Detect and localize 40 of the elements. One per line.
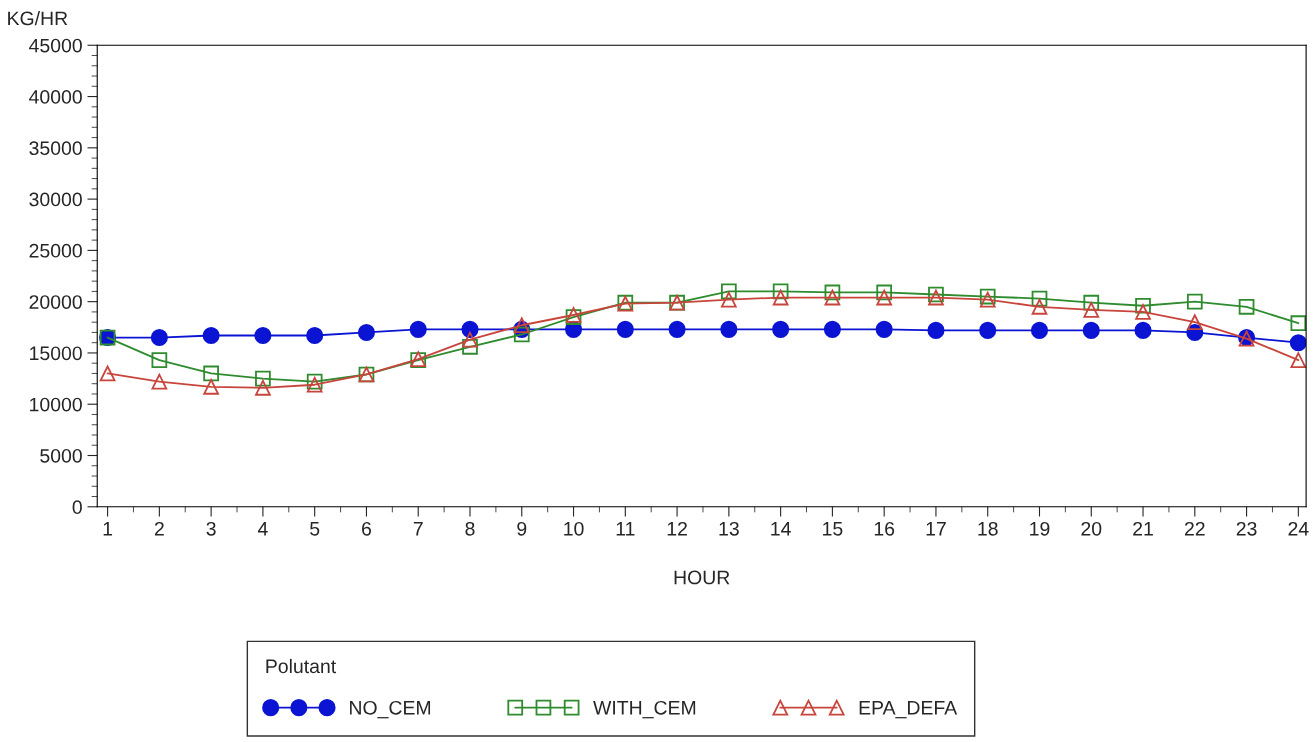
x-tick-label: 18 (978, 521, 998, 536)
x-tick-label: 15 (823, 522, 843, 536)
y-tick-label: 20000 (29, 295, 82, 309)
y-tick-label: 35000 (29, 141, 82, 156)
y-tick-label: 40000 (29, 90, 82, 104)
legend-label: WITH_CEM (593, 700, 696, 719)
x-tick-label: 14 (771, 522, 791, 536)
x-tick-label: 12 (667, 521, 687, 536)
x-tick-label: 2 (154, 521, 164, 536)
x-tick-label: 6 (362, 521, 371, 536)
x-tick-label: 8 (465, 521, 475, 536)
y-tick-label: 25000 (29, 243, 82, 258)
x-tick-label: 11 (616, 522, 635, 536)
x-tick-label: 19 (1030, 521, 1050, 536)
x-tick-label: 17 (926, 522, 946, 536)
x-tick-label: 23 (1236, 521, 1257, 536)
y-axis-title: KG/HR (8, 10, 68, 26)
y-tick-label: 45000 (29, 38, 82, 53)
x-tick-label: 1 (103, 522, 113, 536)
x-tick-label: 9 (517, 521, 527, 536)
y-tick-label: 30000 (29, 192, 82, 207)
x-tick-label: 13 (719, 521, 739, 536)
x-tick-label: 5 (310, 522, 320, 536)
legend-label: NO_CEM (350, 700, 431, 719)
y-tick-label: 5000 (40, 448, 82, 463)
x-axis-title: HOUR (674, 570, 730, 585)
x-tick-label: 22 (1184, 521, 1205, 536)
x-tick-label: 21 (1133, 521, 1153, 536)
x-tick-label: 20 (1081, 521, 1102, 536)
legend-title: Polutant (266, 658, 337, 674)
x-tick-label: 24 (1288, 521, 1309, 536)
y-tick-label: 0 (72, 500, 82, 515)
x-tick-label: 7 (413, 522, 423, 536)
x-tick-label: 4 (257, 522, 268, 536)
legend-label: EPA_DEFA (859, 701, 958, 719)
x-tick-label: 3 (206, 521, 216, 536)
y-tick-label: 15000 (30, 346, 82, 361)
x-tick-label: 10 (564, 521, 584, 536)
x-tick-label: 16 (874, 521, 895, 536)
y-tick-label: 10000 (30, 397, 82, 412)
